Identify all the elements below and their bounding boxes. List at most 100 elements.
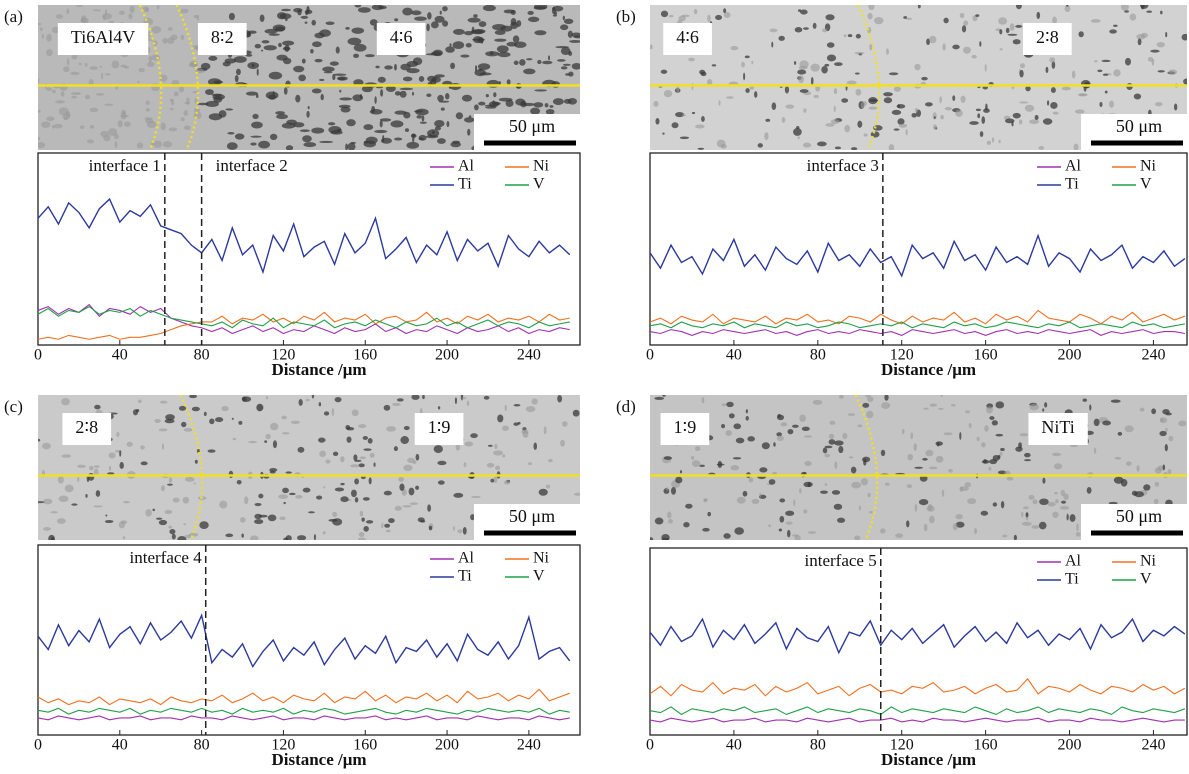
texture-grain bbox=[431, 21, 439, 29]
texture-grain bbox=[1000, 447, 1005, 452]
texture-grain bbox=[301, 58, 306, 64]
texture-grain bbox=[998, 139, 1001, 144]
texture-grain bbox=[1120, 5, 1129, 11]
texture-grain bbox=[394, 63, 397, 71]
texture-grain bbox=[1124, 57, 1132, 66]
texture-grain bbox=[371, 105, 376, 114]
texture-grain bbox=[527, 10, 534, 15]
texture-grain bbox=[493, 450, 503, 456]
scale-bar-label: 50 μm bbox=[1116, 116, 1162, 136]
texture-grain bbox=[533, 442, 538, 450]
legend-label: Al bbox=[458, 158, 475, 175]
texture-grain bbox=[702, 527, 710, 532]
texture-grain bbox=[998, 17, 1008, 25]
texture-grain bbox=[1162, 464, 1166, 471]
interface-label: interface 3 bbox=[807, 156, 879, 175]
texture-grain bbox=[427, 75, 437, 82]
interface-label: interface 5 bbox=[805, 551, 877, 570]
texture-grain bbox=[683, 522, 690, 528]
texture-grain bbox=[1025, 512, 1029, 518]
texture-grain bbox=[462, 397, 467, 400]
texture-grain bbox=[196, 14, 200, 21]
texture-grain bbox=[1009, 23, 1015, 31]
texture-grain bbox=[824, 63, 830, 67]
texture-grain bbox=[721, 403, 727, 407]
texture-grain bbox=[703, 498, 708, 502]
texture-grain bbox=[148, 55, 152, 63]
texture-grain bbox=[914, 63, 921, 71]
texture-grain bbox=[898, 123, 908, 128]
texture-grain bbox=[560, 24, 569, 31]
x-tick-label: 240 bbox=[1141, 347, 1165, 364]
texture-grain bbox=[1050, 102, 1058, 109]
series-line bbox=[649, 617, 1186, 655]
texture-grain bbox=[466, 400, 470, 407]
texture-grain bbox=[383, 404, 391, 411]
interface-label: interface 1 bbox=[89, 156, 161, 175]
texture-grain bbox=[497, 51, 511, 58]
texture-grain bbox=[1076, 523, 1079, 532]
texture-grain bbox=[232, 437, 237, 441]
texture-grain bbox=[399, 483, 405, 491]
series-line bbox=[37, 707, 570, 715]
texture-grain bbox=[560, 439, 565, 447]
texture-grain bbox=[455, 112, 464, 120]
texture-grain bbox=[305, 398, 310, 402]
texture-grain bbox=[345, 27, 350, 30]
texture-grain bbox=[56, 518, 66, 524]
texture-grain bbox=[298, 398, 303, 406]
x-tick-label: 120 bbox=[271, 737, 295, 754]
texture-grain bbox=[940, 114, 944, 120]
texture-grain bbox=[362, 497, 370, 501]
texture-grain bbox=[394, 18, 399, 22]
texture-grain bbox=[991, 137, 995, 143]
texture-grain bbox=[144, 117, 153, 121]
texture-grain bbox=[319, 140, 333, 144]
texture-grain bbox=[264, 440, 268, 443]
texture-grain bbox=[453, 28, 465, 35]
texture-grain bbox=[208, 113, 223, 121]
texture-grain bbox=[53, 123, 63, 129]
texture-grain bbox=[478, 21, 487, 28]
texture-grain bbox=[474, 65, 478, 72]
texture-grain bbox=[328, 126, 342, 134]
texture-grain bbox=[706, 79, 713, 86]
texture-grain bbox=[654, 396, 665, 400]
texture-grain bbox=[119, 450, 122, 457]
texture-grain bbox=[992, 502, 998, 507]
series-line bbox=[649, 706, 1186, 716]
texture-grain bbox=[207, 78, 222, 86]
texture-grain bbox=[707, 14, 711, 23]
texture-grain bbox=[914, 466, 923, 469]
texture-grain bbox=[1015, 5, 1022, 10]
texture-grain bbox=[386, 426, 396, 432]
texture-grain bbox=[955, 109, 963, 117]
texture-grain bbox=[189, 395, 198, 399]
texture-grain bbox=[410, 134, 417, 138]
texture-grain bbox=[470, 29, 485, 35]
texture-grain bbox=[991, 420, 998, 426]
texture-grain bbox=[1153, 498, 1159, 505]
texture-grain bbox=[470, 433, 478, 439]
texture-grain bbox=[1137, 38, 1142, 46]
texture-grain bbox=[776, 435, 784, 441]
texture-grain bbox=[340, 482, 345, 486]
texture-grain bbox=[303, 142, 317, 148]
texture-grain bbox=[666, 486, 669, 491]
texture-grain bbox=[166, 37, 175, 44]
texture-grain bbox=[997, 470, 1007, 475]
texture-grain bbox=[1006, 476, 1014, 481]
texture-grain bbox=[1015, 24, 1023, 28]
texture-grain bbox=[854, 51, 865, 55]
series-line bbox=[649, 329, 1185, 337]
texture-grain bbox=[654, 517, 664, 525]
texture-grain bbox=[1054, 492, 1058, 495]
texture-grain bbox=[1164, 443, 1168, 452]
texture-grain bbox=[960, 95, 966, 103]
texture-grain bbox=[145, 108, 151, 112]
texture-grain bbox=[742, 490, 748, 497]
texture-grain bbox=[527, 462, 532, 465]
texture-grain bbox=[1042, 118, 1053, 125]
texture-grain bbox=[242, 396, 252, 402]
texture-grain bbox=[426, 23, 430, 32]
